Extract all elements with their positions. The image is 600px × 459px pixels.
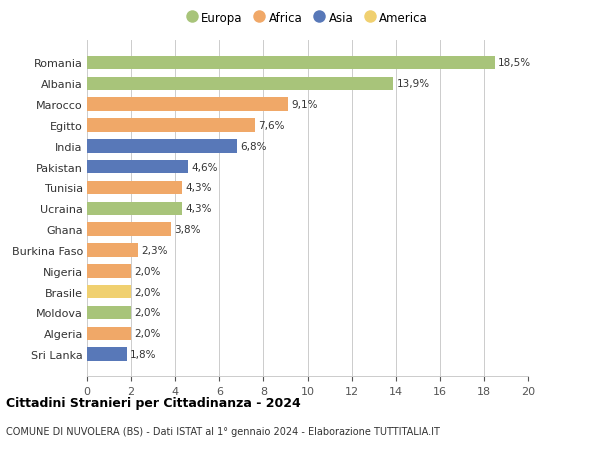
Bar (87, 161, 188, 174)
Text: 7,6%: 7,6% (258, 121, 284, 131)
Bar (87, 181, 182, 195)
Text: 4,3%: 4,3% (185, 204, 212, 214)
Text: 3,8%: 3,8% (174, 224, 200, 235)
Bar (87, 56, 495, 70)
Text: Cittadini Stranieri per Cittadinanza - 2024: Cittadini Stranieri per Cittadinanza - 2… (6, 396, 301, 409)
Text: 2,3%: 2,3% (141, 246, 167, 255)
Bar (87, 77, 394, 91)
Text: COMUNE DI NUVOLERA (BS) - Dati ISTAT al 1° gennaio 2024 - Elaborazione TUTTITALI: COMUNE DI NUVOLERA (BS) - Dati ISTAT al … (6, 426, 440, 436)
Text: 2,0%: 2,0% (134, 308, 161, 318)
Text: 6,8%: 6,8% (240, 141, 267, 151)
Bar (87, 264, 131, 278)
Text: 2,0%: 2,0% (134, 266, 161, 276)
Legend: Europa, Africa, Asia, America: Europa, Africa, Asia, America (182, 7, 433, 29)
Text: 4,3%: 4,3% (185, 183, 212, 193)
Bar (87, 98, 287, 112)
Bar (87, 244, 138, 257)
Text: 4,6%: 4,6% (192, 162, 218, 172)
Bar (87, 119, 254, 133)
Bar (87, 285, 131, 299)
Bar (87, 140, 237, 153)
Bar (87, 347, 127, 361)
Text: 1,8%: 1,8% (130, 349, 157, 359)
Bar (87, 327, 131, 341)
Text: 18,5%: 18,5% (498, 58, 532, 68)
Text: 2,0%: 2,0% (134, 329, 161, 339)
Bar (87, 306, 131, 319)
Text: 13,9%: 13,9% (397, 79, 430, 89)
Text: 2,0%: 2,0% (134, 287, 161, 297)
Bar (87, 223, 171, 236)
Bar (87, 202, 182, 216)
Text: 9,1%: 9,1% (291, 100, 317, 110)
